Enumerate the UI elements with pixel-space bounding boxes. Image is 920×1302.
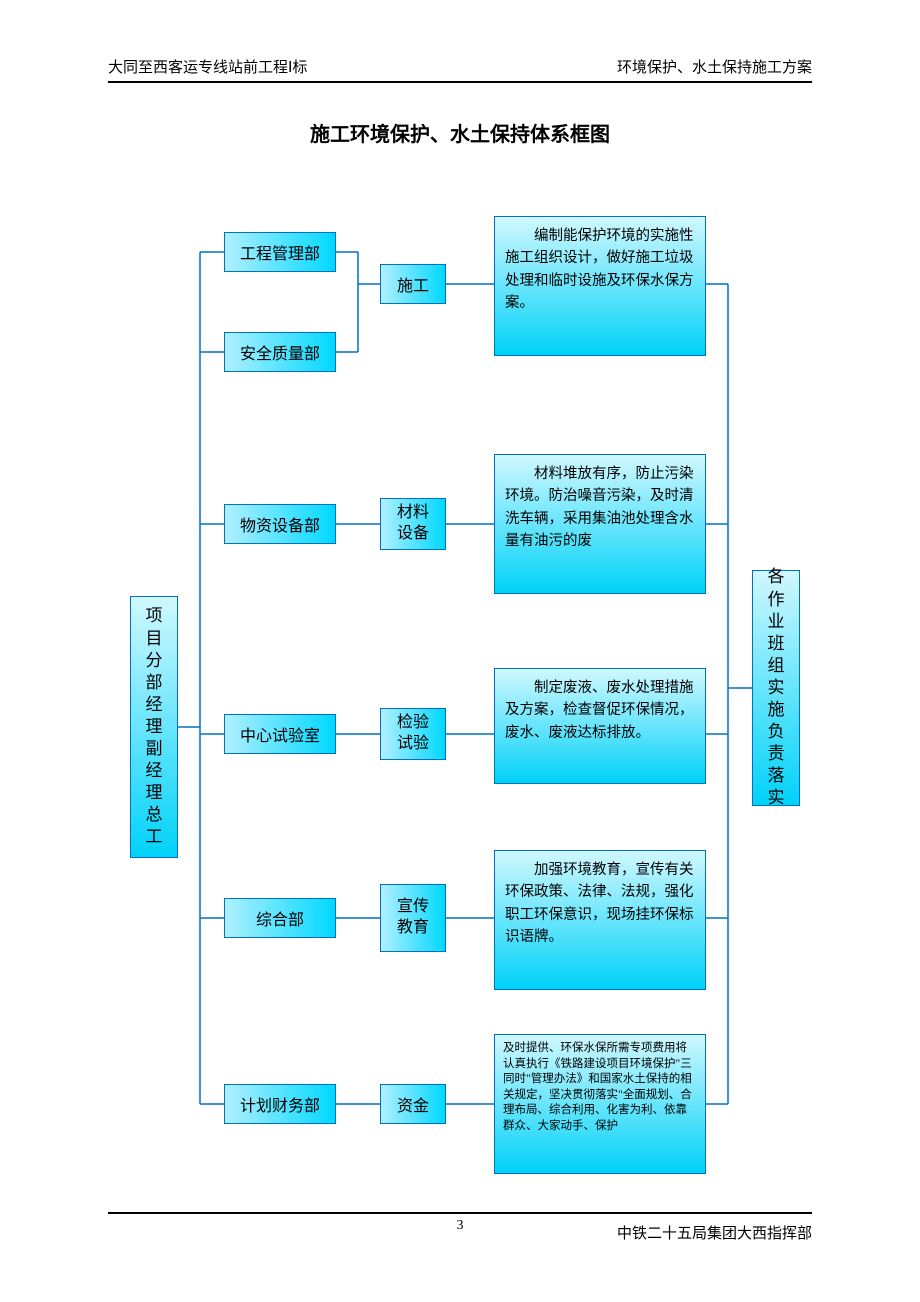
node-d2: 安全质量部 <box>224 332 336 372</box>
node-b1: 编制能保护环境的实施性施工组织设计，做好施工垃圾处理和临时设施及环保水保方案。 <box>494 216 706 356</box>
node-d4: 中心试验室 <box>224 714 336 754</box>
node-d1: 工程管理部 <box>224 232 336 272</box>
footer-rule <box>108 1212 812 1214</box>
node-b3: 制定废液、废水处理措施及方案，检查督促环保情况，废水、废液达标排放。 <box>494 668 706 784</box>
node-m1: 施工 <box>380 264 446 304</box>
node-m2: 材料设备 <box>380 498 446 550</box>
page: 大同至西客运专线站前工程Ⅰ标 环境保护、水土保持施工方案 施工环境保护、水土保持… <box>0 0 920 1302</box>
node-right: 各作业班组实施负责落实 <box>752 570 800 806</box>
node-m4: 宣传教育 <box>380 884 446 952</box>
header-right: 环境保护、水土保持施工方案 <box>617 56 812 77</box>
node-left: 项目分部经理副经理总工 <box>130 596 178 858</box>
node-d3: 物资设备部 <box>224 504 336 544</box>
diagram-title: 施工环境保护、水土保持体系框图 <box>0 118 920 147</box>
footer-org: 中铁二十五局集团大西指挥部 <box>617 1222 812 1243</box>
header-left: 大同至西客运专线站前工程Ⅰ标 <box>108 56 307 77</box>
node-b5: 及时提供、环保水保所需专项费用将认真执行《铁路建设项目环境保护"三同时"管理办法… <box>494 1034 706 1174</box>
node-b4: 加强环境教育，宣传有关环保政策、法律、法规，强化职工环保意识，现场挂环保标识语牌… <box>494 850 706 990</box>
node-d6: 计划财务部 <box>224 1084 336 1124</box>
node-m5: 资金 <box>380 1084 446 1124</box>
node-m3: 检验试验 <box>380 708 446 760</box>
node-b2: 材料堆放有序，防止污染环境。防治噪音污染，及时清洗车辆，采用集油池处理含水量有油… <box>494 454 706 594</box>
node-d5: 综合部 <box>224 898 336 938</box>
page-header: 大同至西客运专线站前工程Ⅰ标 环境保护、水土保持施工方案 <box>108 56 812 83</box>
